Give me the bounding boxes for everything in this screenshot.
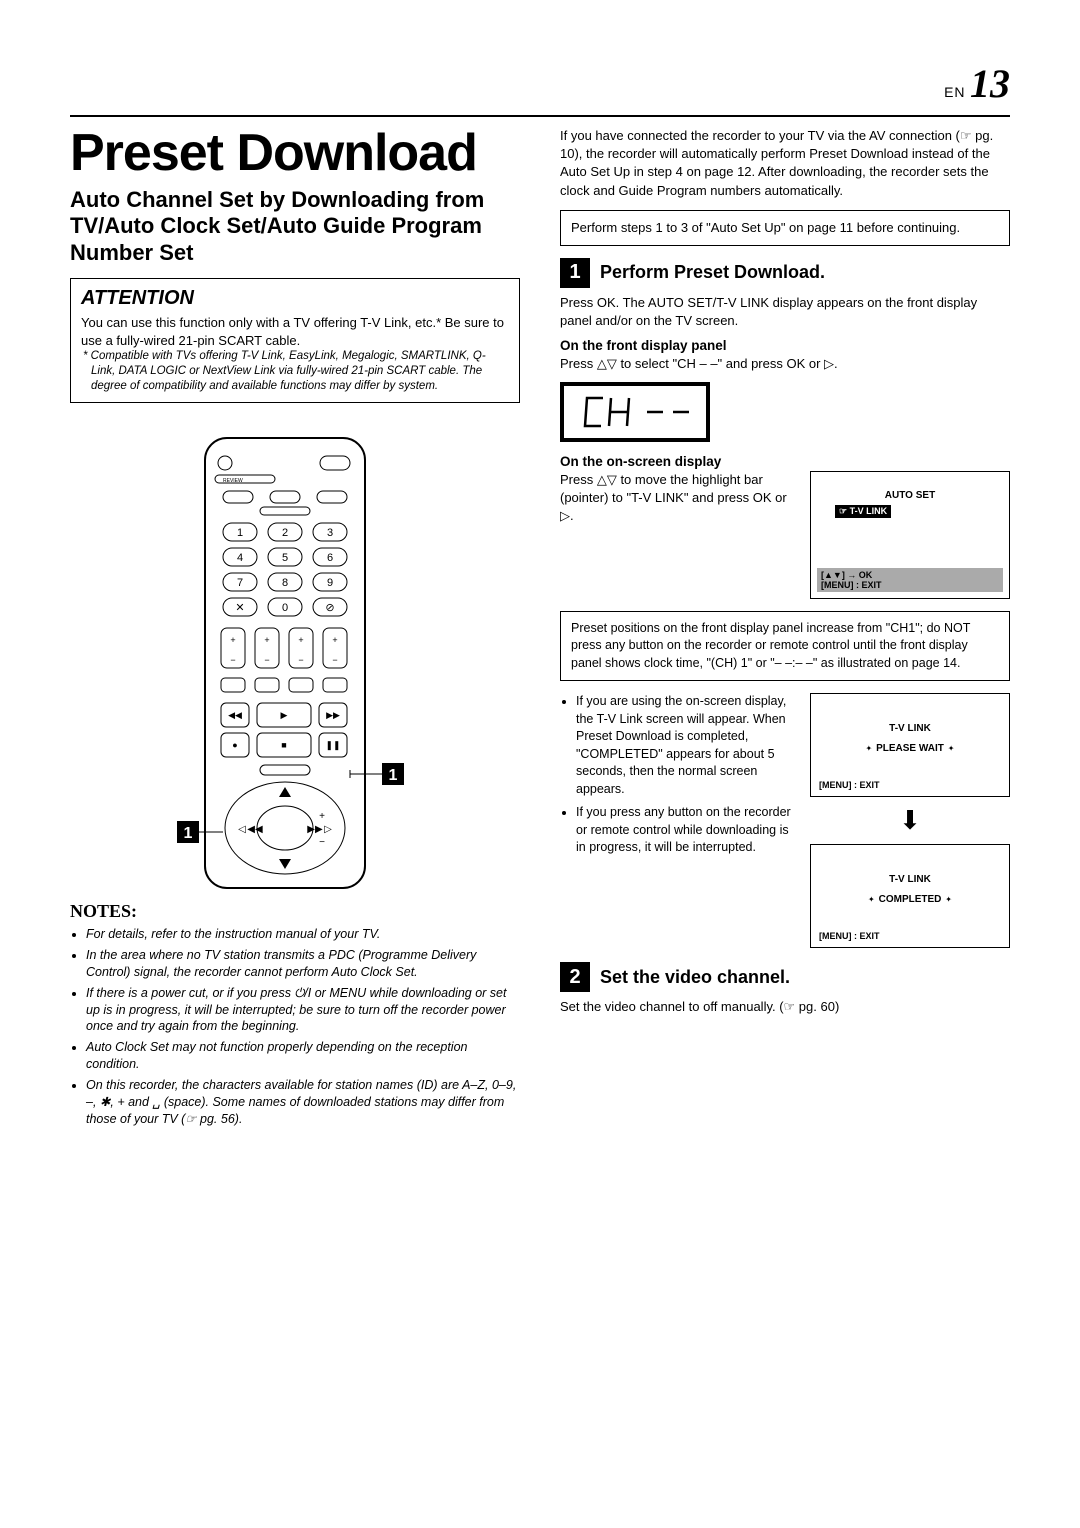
attention-box: ATTENTION You can use this function only… [70,278,520,403]
preset-box: Preset positions on the front display pa… [560,611,1010,682]
intro-text: If you have connected the recorder to yo… [560,127,1010,200]
svg-text:▶▶: ▶▶ [326,710,340,720]
svg-text:+: + [332,635,337,645]
notes-title: NOTES: [70,901,520,922]
svg-text:5: 5 [282,552,288,564]
svg-text:0: 0 [282,602,288,614]
tv-link-screen-wait: T-V LINK ✦ PLEASE WAIT ✦ [MENU] : EXIT [810,693,1010,797]
tv-link-msg: PLEASE WAIT [876,743,944,754]
tv-link-title: T-V LINK [889,723,931,734]
osd-text: Press △▽ to move the highlight bar (poin… [560,471,798,526]
tv-link-msg: COMPLETED [879,894,942,905]
remote-illustration: REVIEW 1 2 3 4 5 6 7 8 9 ✕ 0 ⊘ [175,433,415,893]
notes-item: For details, refer to the instruction ma… [86,926,520,943]
svg-text:+: + [230,635,235,645]
front-display-panel [560,382,710,442]
svg-text:▶▶: ▶▶ [307,824,323,835]
page-number: EN 13 [70,60,1010,107]
step2-num: 2 [560,962,590,992]
attention-title: ATTENTION [81,287,509,310]
svg-text:8: 8 [282,577,288,589]
subtitle: Auto Channel Set by Downloading from TV/… [70,187,520,266]
svg-text:●: ● [232,740,237,750]
tv-link-screens: T-V LINK ✦ PLEASE WAIT ✦ [MENU] : EXIT ⬇… [810,693,1010,948]
svg-text:6: 6 [327,552,333,564]
osd-heading: On the on-screen display [560,454,1010,469]
svg-text:◀◀: ◀◀ [247,824,263,835]
svg-text:❚❚: ❚❚ [325,740,340,751]
top-rule [70,115,1010,117]
svg-text:▶: ▶ [281,710,288,720]
svg-text:+: + [298,635,303,645]
svg-text:■: ■ [281,740,286,750]
page-title: Preset Download [70,127,520,179]
front-panel-heading: On the front display panel [560,338,1010,353]
tv-link-title: T-V LINK [889,874,931,885]
notes-list: For details, refer to the instruction ma… [70,926,520,1128]
svg-text:◀◀: ◀◀ [228,710,242,720]
notes-item: On this recorder, the characters availab… [86,1077,520,1128]
step1-bullets: If you are using the on-screen display, … [560,693,796,857]
svg-text:1: 1 [237,527,243,539]
svg-text:−: − [264,655,269,665]
step1-header: 1 Perform Preset Download. [560,258,1010,288]
svg-text:9: 9 [327,577,333,589]
page-lang: EN [944,84,965,100]
tv-link-footer: [MENU] : EXIT [815,929,1005,943]
attention-text: You can use this function only with a TV… [81,314,509,349]
osd-title: AUTO SET [821,490,999,501]
step2-body: Set the video channel to off manually. (… [560,998,1010,1016]
attention-note: * Compatible with TVs offering T-V Link,… [91,349,509,394]
step1-bullet: If you press any button on the recorder … [576,804,796,857]
osd-footer: [▲▼] → OK [MENU] : EXIT [817,568,1003,592]
down-arrow-icon: ⬇ [810,805,1010,836]
step2-title: Set the video channel. [600,967,790,988]
svg-text:−: − [319,837,325,848]
notes-item: If there is a power cut, or if you press… [86,985,520,1036]
svg-text:REVIEW: REVIEW [223,478,243,484]
svg-text:⊘: ⊘ [325,602,334,614]
tv-link-footer: [MENU] : EXIT [815,778,1005,792]
step1-bullet: If you are using the on-screen display, … [576,693,796,798]
front-panel-text: Press △▽ to select "CH – –" and press OK… [560,355,1010,373]
svg-text:−: − [230,655,235,665]
svg-text:2: 2 [282,527,288,539]
step2-header: 2 Set the video channel. [560,962,1010,992]
svg-text:+: + [319,811,325,822]
step1-num: 1 [560,258,590,288]
notes-item: In the area where no TV station transmit… [86,947,520,981]
svg-text:✕: ✕ [235,602,244,614]
step1-title: Perform Preset Download. [600,262,825,283]
page-num: 13 [970,61,1010,106]
osd-screen: AUTO SET ☞ T-V LINK [▲▼] → OK [MENU] : E… [810,471,1010,599]
svg-text:−: − [332,655,337,665]
svg-text:+: + [264,635,269,645]
svg-text:1: 1 [184,825,193,842]
svg-text:−: − [298,655,303,665]
svg-text:▷: ▷ [324,824,332,835]
svg-text:4: 4 [237,552,243,564]
osd-highlight: ☞ T-V LINK [835,505,891,518]
svg-text:◁: ◁ [238,824,246,835]
svg-text:7: 7 [237,577,243,589]
step1-body: Press OK. The AUTO SET/T-V LINK display … [560,294,1010,330]
notes-item: Auto Clock Set may not function properly… [86,1039,520,1073]
svg-text:1: 1 [389,767,398,784]
svg-text:3: 3 [327,527,333,539]
pre-step-box: Perform steps 1 to 3 of "Auto Set Up" on… [560,210,1010,246]
tv-link-screen-completed: T-V LINK ✦ COMPLETED ✦ [MENU] : EXIT [810,844,1010,948]
